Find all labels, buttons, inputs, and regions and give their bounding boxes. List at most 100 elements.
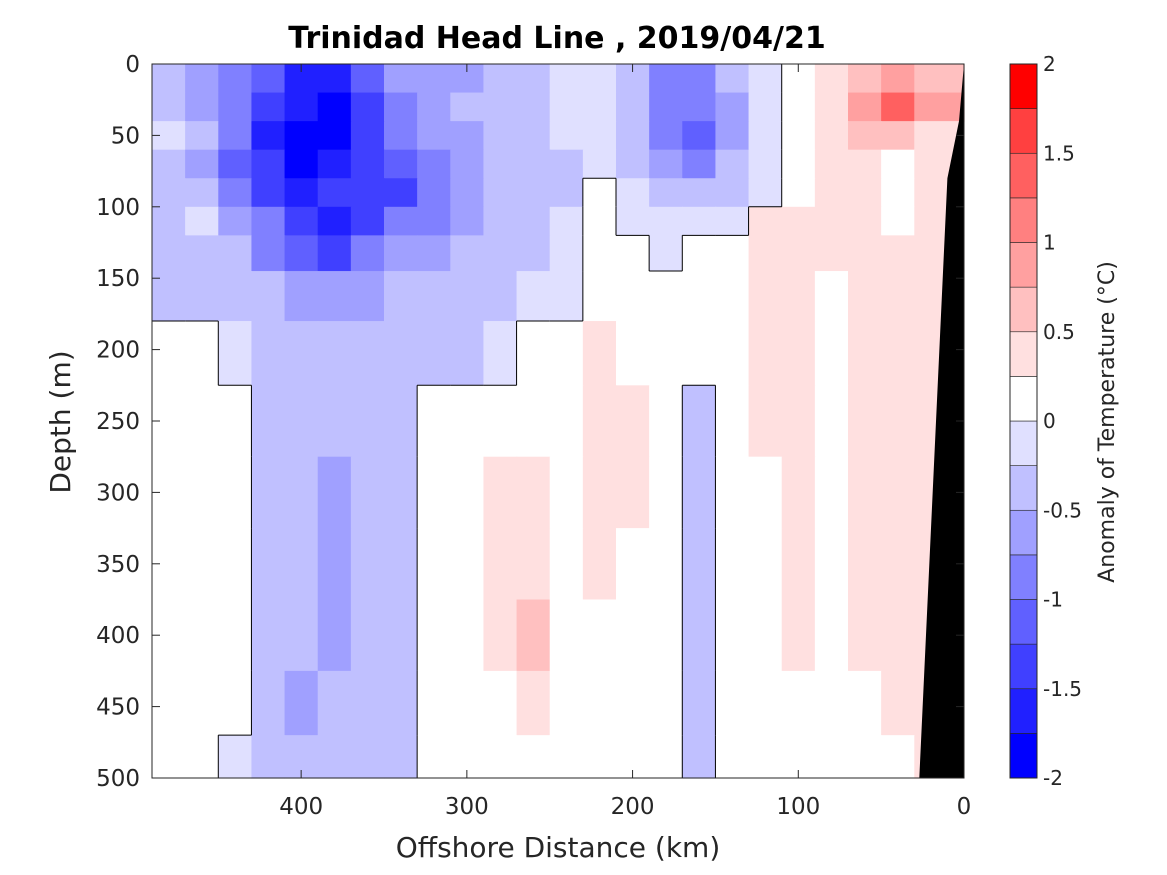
anomaly-cell (350, 206, 385, 236)
anomaly-cell (152, 735, 186, 779)
colorbar-tick-label: 0.5 (1043, 320, 1075, 344)
anomaly-cell (317, 385, 352, 458)
anomaly-cell (483, 178, 518, 208)
anomaly-cell (814, 599, 849, 672)
anomaly-cell (384, 121, 418, 151)
colorbar-swatch (1009, 331, 1038, 377)
anomaly-cell (616, 92, 650, 122)
anomaly-cell (814, 385, 849, 458)
anomaly-cell (384, 528, 418, 601)
anomaly-cell (582, 271, 617, 322)
zero-contour-lines (152, 64, 783, 778)
anomaly-cell (715, 670, 750, 736)
anomaly-cell (251, 64, 286, 94)
anomaly-cell (317, 121, 352, 151)
anomaly-cell (218, 271, 253, 322)
anomaly-cell (483, 149, 518, 179)
anomaly-cell (682, 735, 717, 779)
anomaly-cell (218, 385, 253, 458)
anomaly-cell (152, 149, 186, 179)
anomaly-cell (483, 735, 518, 779)
anomaly-cell (682, 149, 717, 179)
anomaly-cell (781, 599, 816, 672)
x-tick-label: 400 (279, 794, 323, 820)
anomaly-cell (582, 735, 617, 779)
colorbar-swatch (1009, 688, 1038, 734)
anomaly-cell (450, 385, 485, 458)
anomaly-cell (715, 235, 750, 272)
anomaly-cell (417, 64, 451, 94)
anomaly-cell (814, 235, 849, 272)
anomaly-cell (450, 321, 485, 386)
x-tick-label: 300 (445, 794, 489, 820)
anomaly-cell (450, 121, 485, 151)
colorbar-swatch (1009, 420, 1038, 466)
anomaly-cell (649, 528, 683, 601)
anomaly-cell (317, 178, 352, 208)
anomaly-cell (251, 456, 286, 529)
anomaly-cell (582, 599, 617, 672)
anomaly-cell (450, 271, 485, 322)
anomaly-cell (814, 64, 849, 94)
anomaly-cell (582, 321, 617, 386)
anomaly-cell (516, 149, 551, 179)
colorbar: 2 1.5 1 0.5 0 -0.5 -1 -1.5 -2 Anomaly of Tempera… (1009, 52, 1120, 790)
anomaly-cell (218, 92, 253, 122)
colorbar-tick-label: -1 (1043, 588, 1063, 612)
anomaly-cell (715, 271, 750, 322)
anomaly-cell (682, 121, 717, 151)
anomaly-cell (814, 528, 849, 601)
anomaly-cell (317, 64, 352, 94)
anomaly-cell (881, 235, 915, 272)
anomaly-cell (616, 385, 650, 458)
anomaly-cell (814, 92, 849, 122)
anomaly-cell (450, 599, 485, 672)
anomaly-cell (881, 92, 915, 122)
anomaly-cell (848, 321, 882, 386)
y-tick-label: 100 (96, 195, 140, 221)
anomaly-cell (483, 670, 518, 736)
anomaly-cell (582, 92, 617, 122)
anomaly-cell (350, 178, 385, 208)
anomaly-cell (218, 121, 253, 151)
anomaly-cell (350, 321, 385, 386)
anomaly-cell (781, 121, 816, 151)
anomaly-cell (549, 271, 584, 322)
anomaly-cell (384, 321, 418, 386)
anomaly-cell (152, 92, 186, 122)
x-tick-label: 100 (776, 794, 820, 820)
anomaly-cell (516, 92, 551, 122)
anomaly-cell (350, 670, 385, 736)
colorbar-label: Anomaly of Temperature (°C) (1095, 261, 1120, 583)
anomaly-cell (284, 149, 319, 179)
anomaly-cell (483, 321, 518, 386)
anomaly-cell (748, 456, 783, 529)
chart-title: Trinidad Head Line , 2019/04/21 (288, 21, 825, 56)
anomaly-cell (185, 456, 219, 529)
seafloor-bathymetry (919, 64, 964, 778)
anomaly-cell (417, 206, 451, 236)
anomaly-cell (251, 271, 286, 322)
anomaly-cell (384, 385, 418, 458)
anomaly-cell (616, 321, 650, 386)
anomaly-cell (516, 321, 551, 386)
y-tick-label: 250 (96, 409, 140, 435)
anomaly-cell (682, 271, 717, 322)
anomaly-cell (682, 670, 717, 736)
anomaly-cell (185, 235, 219, 272)
anomaly-cell (384, 670, 418, 736)
anomaly-cell (350, 149, 385, 179)
anomaly-cell (549, 528, 584, 601)
anomaly-cell (649, 178, 683, 208)
anomaly-cell (881, 178, 915, 208)
anomaly-cell (417, 149, 451, 179)
anomaly-cell (516, 271, 551, 322)
colorbar-swatch (1009, 197, 1038, 243)
anomaly-cell (682, 178, 717, 208)
colorbar-tick-label: 1 (1043, 231, 1056, 255)
anomaly-cell (549, 121, 584, 151)
anomaly-cell (616, 206, 650, 236)
anomaly-cell (350, 271, 385, 322)
anomaly-cell (616, 235, 650, 272)
